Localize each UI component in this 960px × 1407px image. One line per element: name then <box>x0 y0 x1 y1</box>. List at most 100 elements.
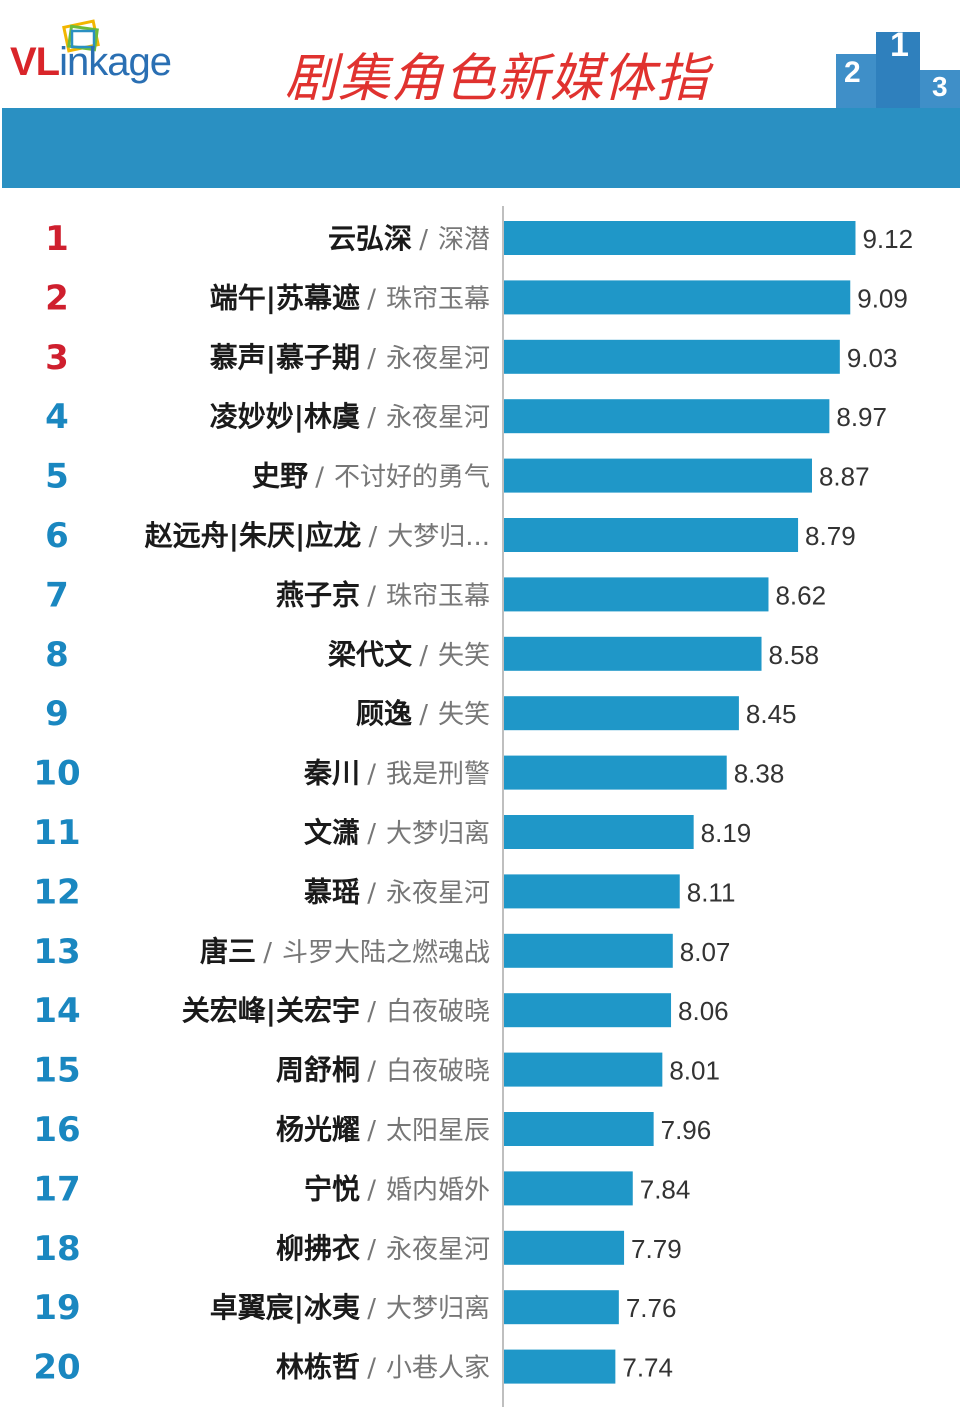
show-name: 大梦归离 <box>386 819 490 849</box>
separator-slash: / <box>367 997 376 1027</box>
show-name: 珠帘玉幕 <box>386 284 490 314</box>
separator-slash: / <box>367 344 376 374</box>
character-name: 燕子京 <box>276 578 360 611</box>
chart-bar <box>504 755 727 790</box>
separator-slash: / <box>367 581 376 611</box>
logo-prefix: VL <box>10 40 60 84</box>
separator-slash: / <box>419 641 428 671</box>
rank-number: 4 <box>45 397 69 437</box>
chart-bar <box>504 221 856 255</box>
character-name: 云弘深 <box>328 222 412 255</box>
show-name: 珠帘玉幕 <box>386 581 490 611</box>
separator-slash: / <box>315 463 324 493</box>
separator-slash: / <box>367 878 376 908</box>
logo-rest: inkage <box>59 40 172 84</box>
chart-bar <box>504 1052 663 1087</box>
value-label: 8.62 <box>775 580 826 610</box>
chart-bar <box>504 1230 625 1265</box>
rank-number: 14 <box>33 991 80 1031</box>
show-name: 永夜星河 <box>386 344 490 374</box>
character-name: 赵远舟|朱厌|应龙 <box>144 519 361 552</box>
separator-slash: / <box>367 819 376 849</box>
rank-number: 2 <box>45 278 69 318</box>
separator-slash: / <box>263 938 272 968</box>
separator-slash: / <box>367 1354 376 1384</box>
character-name: 秦川 <box>303 757 360 790</box>
rank-number: 13 <box>33 932 80 972</box>
show-name: 婚内婚外 <box>386 1175 490 1205</box>
separator-slash: / <box>367 760 376 790</box>
chart-bar <box>504 1112 654 1146</box>
rank-number: 20 <box>33 1348 80 1388</box>
chart-bar <box>504 993 672 1028</box>
rank-number: 6 <box>45 516 69 556</box>
show-name: 大梦归... <box>387 522 490 552</box>
chart-bar <box>504 280 851 315</box>
character-name: 顾逸 <box>356 697 412 730</box>
character-name: 唐三 <box>200 935 256 968</box>
value-label: 9.09 <box>857 283 908 313</box>
value-label: 8.97 <box>836 402 887 432</box>
chart-bar <box>504 577 769 612</box>
value-label: 7.84 <box>640 1174 691 1204</box>
character-name: 文潇 <box>304 816 360 849</box>
chart-bar <box>504 339 840 374</box>
value-label: 7.74 <box>622 1353 673 1383</box>
show-name: 永夜星河 <box>386 403 490 433</box>
value-label: 8.38 <box>734 759 785 789</box>
separator-slash: / <box>367 1116 376 1146</box>
chart-bar <box>504 518 799 552</box>
chart-bar <box>504 874 680 909</box>
svg-text:2: 2 <box>844 56 861 89</box>
separator-slash: / <box>367 1294 376 1324</box>
character-name: 慕声|慕子期 <box>210 341 360 374</box>
chart-bar <box>504 1171 633 1206</box>
rank-number: 16 <box>33 1110 80 1150</box>
chart-bar <box>504 399 830 434</box>
separator-slash: / <box>367 1235 376 1265</box>
show-name: 永夜星河 <box>386 1235 490 1265</box>
character-name: 杨光耀 <box>276 1113 360 1146</box>
value-label: 8.19 <box>701 818 752 848</box>
brand-logo: VLinkage <box>10 40 172 85</box>
character-name: 林栋哲 <box>276 1351 360 1384</box>
character-name: 史野 <box>252 460 308 493</box>
value-label: 8.45 <box>746 699 797 729</box>
separator-slash: / <box>419 700 428 730</box>
separator-slash: / <box>367 403 376 433</box>
show-name: 永夜星河 <box>386 878 490 908</box>
svg-text:3: 3 <box>932 71 948 102</box>
value-label: 8.58 <box>769 640 820 670</box>
show-name: 白夜破晓 <box>386 1057 490 1087</box>
character-name: 关宏峰|关宏宇 <box>182 994 360 1027</box>
separator-slash: / <box>368 522 377 552</box>
chart-bar <box>504 458 812 493</box>
show-name: 斗罗大陆之燃魂战 <box>282 938 490 968</box>
rank-number: 9 <box>45 694 69 734</box>
character-name: 端午|苏幕遮 <box>210 281 360 314</box>
rank-number: 7 <box>45 575 69 615</box>
value-label: 9.03 <box>847 343 898 373</box>
show-name: 深潜 <box>438 225 490 255</box>
rank-number: 12 <box>33 872 80 912</box>
logo-mark-icon <box>62 19 100 53</box>
separator-slash: / <box>367 1057 376 1087</box>
show-name: 大梦归离 <box>386 1294 490 1324</box>
separator-slash: / <box>367 1175 376 1205</box>
chart-bar <box>504 1349 616 1384</box>
rank-number: 19 <box>33 1288 80 1328</box>
character-name: 梁代文 <box>327 638 412 671</box>
show-name: 太阳星辰 <box>386 1116 490 1146</box>
separator-slash: / <box>367 284 376 314</box>
character-name: 凌妙妙|林虞 <box>210 400 360 433</box>
value-label: 7.96 <box>661 1115 712 1145</box>
chart-bar <box>504 636 762 671</box>
value-label: 7.79 <box>631 1234 682 1264</box>
chart-bar <box>504 815 694 849</box>
character-name: 柳拂衣 <box>276 1232 360 1265</box>
rank-number: 5 <box>45 457 69 497</box>
show-name: 失笑 <box>438 641 490 671</box>
character-name: 慕瑶 <box>304 875 360 908</box>
separator-slash: / <box>419 225 428 255</box>
